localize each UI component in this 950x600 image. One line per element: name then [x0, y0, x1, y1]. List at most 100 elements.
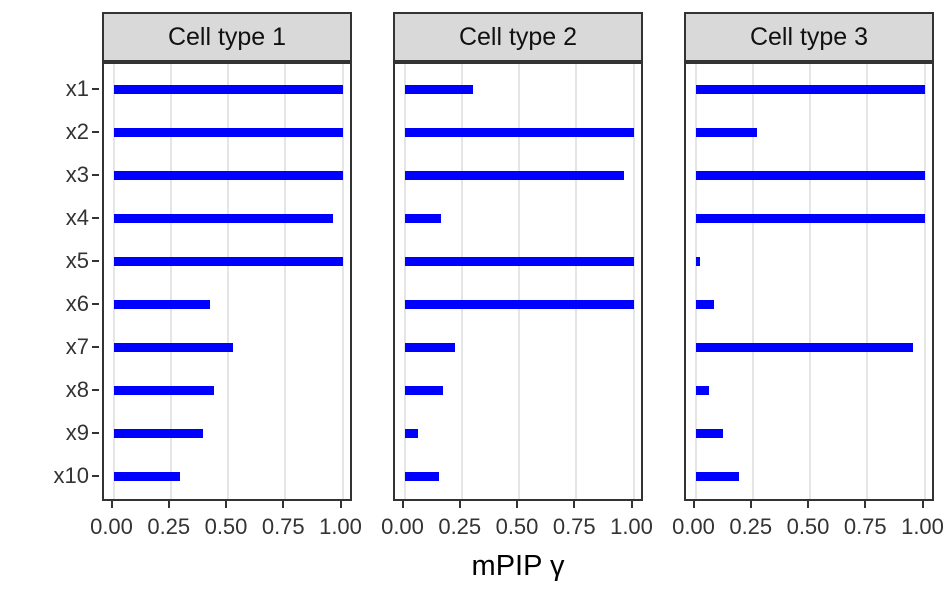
bar-x6	[695, 299, 714, 309]
y-axis-label: x4	[65, 205, 89, 230]
y-axis-label: x6	[65, 291, 89, 316]
x-axis-tick	[921, 501, 924, 508]
bar-x7	[404, 342, 455, 352]
bar-x10	[404, 471, 439, 481]
x-axis-tick	[167, 501, 170, 508]
x-axis-tick	[225, 501, 227, 508]
x-axis-title: mPIP γ	[471, 550, 565, 582]
x-axis-tick-label: 0.25	[729, 514, 773, 539]
y-axis-tick	[92, 260, 99, 262]
x-axis-tick-label: 1.00	[901, 514, 944, 539]
gridline	[518, 64, 520, 499]
y-axis-label: x10	[53, 463, 89, 488]
y-axis-label: x1	[65, 76, 89, 101]
bar-x4	[113, 213, 334, 223]
bar-x6	[404, 299, 634, 309]
facet-strip: Cell type 3	[684, 12, 934, 62]
y-axis-tick	[92, 217, 99, 219]
x-axis-tick	[749, 501, 752, 508]
bar-x1	[404, 84, 474, 94]
x-axis-tick-label: 0.00	[381, 514, 424, 539]
panel	[393, 62, 643, 501]
bar-x8	[404, 385, 444, 395]
bar-x2	[113, 127, 343, 137]
x-axis-tick	[692, 501, 695, 508]
x-axis-tick-label: 0.00	[90, 514, 133, 539]
y-axis-label: x3	[65, 162, 89, 187]
y-axis-tick	[92, 303, 99, 305]
y-axis-tick	[92, 88, 99, 90]
bar-x3	[695, 170, 925, 180]
gridline	[284, 64, 287, 499]
bar-x5	[695, 256, 701, 266]
x-axis-tick-label: 0.00	[672, 514, 715, 539]
x-axis-tick-label: 1.00	[319, 514, 362, 539]
x-axis-tick-label: 0.50	[786, 514, 830, 539]
bar-x8	[695, 385, 710, 395]
y-axis-label: x9	[65, 420, 89, 445]
y-axis-label: x2	[65, 119, 89, 144]
x-axis-tick	[807, 501, 809, 508]
bar-x4	[404, 213, 442, 223]
panel	[684, 62, 934, 501]
gridline	[575, 64, 578, 499]
x-axis-tick	[110, 501, 113, 508]
bar-x5	[404, 256, 634, 266]
gridline	[460, 64, 463, 499]
x-axis-tick	[573, 501, 576, 508]
bar-x7	[695, 342, 914, 352]
y-axis-label: x8	[65, 377, 89, 402]
gridline	[809, 64, 811, 499]
bar-x7	[113, 342, 233, 352]
bar-x9	[113, 428, 203, 438]
y-axis-tick	[92, 346, 99, 348]
x-axis-tick	[864, 501, 867, 508]
x-axis-tick	[516, 501, 518, 508]
y-axis-tick	[92, 475, 99, 477]
bar-x9	[695, 428, 723, 438]
bar-x1	[113, 84, 343, 94]
x-axis-tick	[339, 501, 342, 508]
y-axis-tick	[92, 389, 99, 391]
bar-x10	[695, 471, 739, 481]
bar-x3	[113, 170, 343, 180]
x-axis-tick	[401, 501, 404, 508]
x-axis-tick-label: 0.25	[438, 514, 482, 539]
gridline	[632, 64, 635, 499]
gridline	[227, 64, 229, 499]
gridline	[403, 64, 406, 499]
gridline	[866, 64, 869, 499]
facet-title: Cell type 1	[167, 22, 287, 51]
gridline	[694, 64, 697, 499]
x-axis-tick-label: 1.00	[610, 514, 653, 539]
y-axis-tick	[92, 174, 99, 176]
x-axis-tick	[630, 501, 633, 508]
x-axis-tick-label: 0.75	[843, 514, 887, 539]
bar-x2	[404, 127, 634, 137]
bar-x6	[113, 299, 210, 309]
gridline	[341, 64, 344, 499]
bar-x5	[113, 256, 343, 266]
bar-x1	[695, 84, 925, 94]
bar-x4	[695, 213, 925, 223]
facet-strip: Cell type 2	[393, 12, 643, 62]
facet-title: Cell type 2	[458, 22, 578, 51]
bar-x8	[113, 385, 215, 395]
gridline	[923, 64, 926, 499]
y-axis-tick	[92, 131, 99, 133]
x-axis-tick-label: 0.25	[147, 514, 191, 539]
x-axis-tick-label: 0.50	[204, 514, 248, 539]
x-axis-tick	[282, 501, 285, 508]
y-axis-label: x7	[65, 334, 89, 359]
bar-x10	[113, 471, 180, 481]
y-axis-tick	[92, 432, 99, 434]
x-axis-tick-label: 0.75	[552, 514, 596, 539]
gridline	[112, 64, 115, 499]
y-axis-label: x5	[65, 248, 89, 273]
gridline	[751, 64, 754, 499]
x-axis-tick-label: 0.50	[495, 514, 539, 539]
bar-x9	[404, 428, 419, 438]
bar-x2	[695, 127, 758, 137]
x-axis-tick	[458, 501, 461, 508]
bar-x3	[404, 170, 625, 180]
